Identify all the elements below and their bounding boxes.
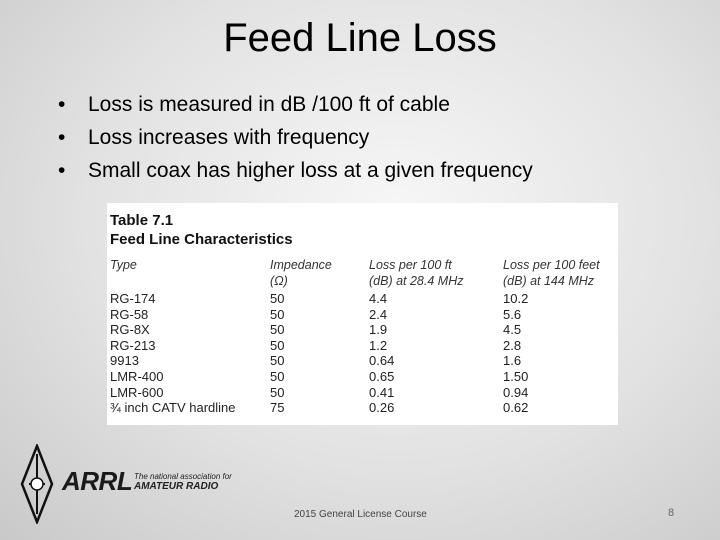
cell-loss-144: 0.62 xyxy=(503,400,529,416)
cell-loss-28: 1.2 xyxy=(369,337,388,353)
cell-impedance: 50 xyxy=(270,322,285,338)
cell-impedance: 50 xyxy=(270,306,285,322)
cell-loss-144: 1.6 xyxy=(503,353,522,369)
cell-loss-144: 0.94 xyxy=(503,384,529,400)
table-row: ¾ inch CATV hardline 75 0.26 0.62 xyxy=(110,400,615,416)
cell-loss-28: 0.64 xyxy=(369,353,395,369)
table-caption: Table 7.1 xyxy=(110,212,174,229)
arrl-tagline: The national association for AMATEUR RAD… xyxy=(134,472,232,492)
cell-loss-28: 0.41 xyxy=(369,384,395,400)
cell-type: LMR-400 xyxy=(110,368,164,384)
cell-loss-144: 2.8 xyxy=(503,337,522,353)
table-row: 9913 50 0.64 1.6 xyxy=(110,353,615,369)
slide-title: Feed Line Loss xyxy=(223,16,497,60)
cell-type: 9913 xyxy=(110,353,139,369)
header-impedance-unit: (Ω) xyxy=(270,274,288,288)
table-row: RG-213 50 1.2 2.8 xyxy=(110,338,615,354)
bullet-item: Loss increases with frequency xyxy=(58,121,533,154)
cell-loss-144: 1.50 xyxy=(503,368,529,384)
header-impedance: Impedance xyxy=(270,258,332,272)
table-header-row-2: (Ω) (dB) at 28.4 MHz (dB) at 144 MHz xyxy=(110,273,615,289)
cell-type: RG-58 xyxy=(110,306,149,322)
cell-impedance: 50 xyxy=(270,291,285,306)
header-loss-28: Loss per 100 ft xyxy=(369,258,452,272)
bullet-list: Loss is measured in dB /100 ft of cable … xyxy=(58,88,533,187)
table-row: RG-8X 50 1.9 4.5 xyxy=(110,322,615,338)
arrl-diamond-logo-icon xyxy=(20,444,54,524)
bullet-item: Small coax has higher loss at a given fr… xyxy=(58,154,533,187)
cell-loss-144: 10.2 xyxy=(503,291,529,306)
header-loss-144-unit: (dB) at 144 MHz xyxy=(503,274,595,288)
header-loss-28-unit: (dB) at 28.4 MHz xyxy=(369,274,464,288)
header-loss-144: Loss per 100 feet xyxy=(503,258,600,272)
table-row: RG-174 50 4.4 10.2 xyxy=(110,291,615,307)
arrl-tagline-line-2: AMATEUR RADIO xyxy=(134,481,219,492)
arrl-logo: ARRL The national association for AMATEU… xyxy=(20,444,240,524)
table-header-row-1: Type Impedance Loss per 100 ft Loss per … xyxy=(110,257,615,273)
footer-text: 2015 General License Course xyxy=(294,509,427,520)
table-row: RG-58 50 2.4 5.6 xyxy=(110,307,615,323)
cell-type: ¾ inch CATV hardline xyxy=(110,400,236,416)
cell-impedance: 50 xyxy=(270,353,285,369)
cell-loss-144: 4.5 xyxy=(503,322,522,338)
arrl-logo-text: ARRL xyxy=(62,466,133,496)
table-row: LMR-400 50 0.65 1.50 xyxy=(110,369,615,385)
cell-loss-28: 1.9 xyxy=(369,322,388,338)
header-type: Type xyxy=(110,258,137,272)
arrl-tagline-line-1: The national association for xyxy=(134,472,232,481)
cell-impedance: 75 xyxy=(270,400,285,416)
cell-impedance: 50 xyxy=(270,368,285,384)
cell-loss-28: 0.26 xyxy=(369,400,395,416)
cell-type: RG-213 xyxy=(110,337,156,353)
cell-impedance: 50 xyxy=(270,384,285,400)
feed-line-table: Table 7.1 Feed Line Characteristics Type… xyxy=(107,203,618,425)
cell-loss-28: 0.65 xyxy=(369,368,395,384)
cell-loss-28: 4.4 xyxy=(369,291,388,306)
table-body: RG-174 50 4.4 10.2 RG-58 50 2.4 5.6 RG-8X 50 1.9 4.… xyxy=(110,291,615,416)
table-subtitle: Feed Line Characteristics xyxy=(110,231,293,248)
cell-type: RG-174 xyxy=(110,291,156,306)
cell-type: LMR-600 xyxy=(110,384,164,400)
cell-impedance: 50 xyxy=(270,337,285,353)
cell-type: RG-8X xyxy=(110,322,150,338)
cell-loss-144: 5.6 xyxy=(503,306,522,322)
header-type-sub xyxy=(110,273,270,289)
table-row: LMR-600 50 0.41 0.94 xyxy=(110,385,615,401)
cell-loss-28: 2.4 xyxy=(369,306,388,322)
table-grid: Type Impedance Loss per 100 ft Loss per … xyxy=(110,257,615,416)
bullet-item: Loss is measured in dB /100 ft of cable xyxy=(58,88,533,121)
page-number: 8 xyxy=(668,507,675,519)
